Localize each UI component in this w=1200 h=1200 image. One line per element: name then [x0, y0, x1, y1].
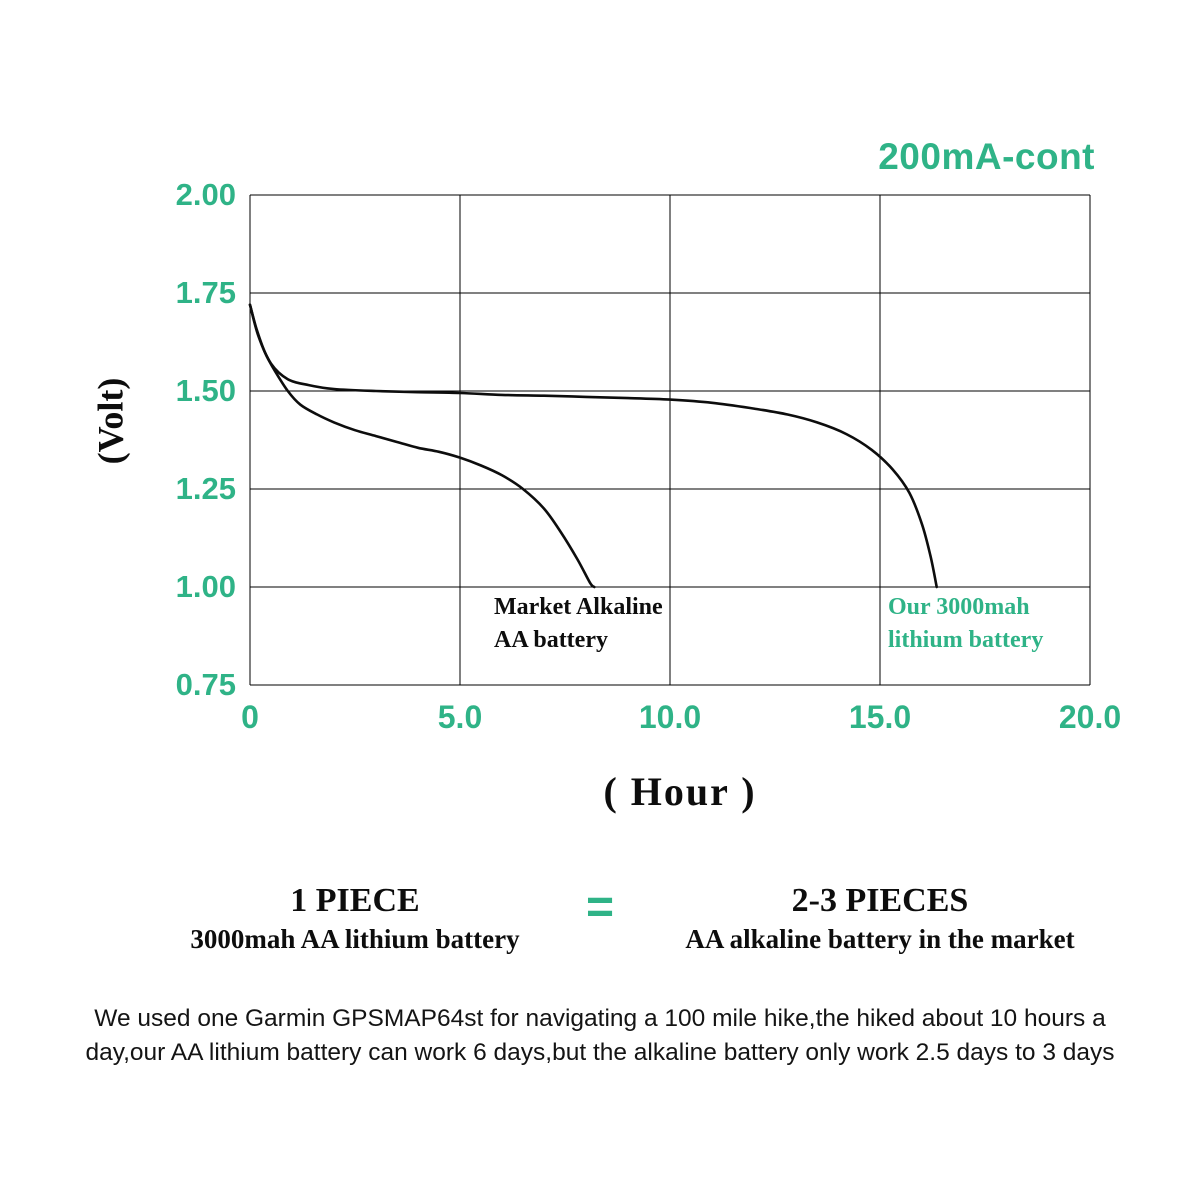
x-tick-label: 5.0 — [437, 699, 483, 735]
y-tick-label: 1.75 — [175, 275, 236, 310]
annotation-line: lithium battery — [888, 627, 1044, 653]
x-axis-label: ( Hour ) — [603, 769, 757, 814]
equation-right: 2-3 PIECES AA alkaline battery in the ma… — [655, 882, 1105, 955]
equation-right-subtitle: AA alkaline battery in the market — [685, 924, 1075, 954]
lithium-curve — [248, 303, 938, 589]
equation-left-subtitle: 3000mah AA lithium battery — [190, 924, 520, 954]
y-tick-label: 0.75 — [175, 667, 236, 702]
chart-plot — [248, 194, 1091, 686]
annotation-line: Our 3000mah — [888, 594, 1030, 620]
y-tick-label: 1.25 — [175, 471, 236, 506]
equals-sign: = — [585, 881, 615, 934]
annotation-line: AA battery — [494, 627, 608, 653]
equation-right-title: 2-3 PIECES — [791, 882, 969, 919]
y-tick-label: 1.00 — [175, 569, 236, 604]
chart-title: 200mA-cont — [878, 136, 1095, 177]
x-tick-label: 15.0 — [848, 699, 912, 735]
alkaline-series-label: Market Alkaline AA battery — [494, 591, 663, 657]
x-tick-label: 20.0 — [1058, 699, 1122, 735]
lithium-series-label: Our 3000mah lithium battery — [888, 591, 1043, 657]
y-tick-label: 1.50 — [175, 373, 236, 408]
alkaline-curve — [248, 303, 596, 589]
x-tick-label: 0 — [241, 699, 259, 735]
footnote: We used one Garmin GPSMAP64st for naviga… — [85, 1005, 1115, 1066]
equation-left: 1 PIECE 3000mah AA lithium battery — [145, 882, 565, 955]
annotation-line: Market Alkaline — [494, 594, 663, 620]
x-tick-label: 10.0 — [638, 699, 702, 735]
equation-left-title: 1 PIECE — [290, 882, 420, 919]
y-tick-label: 2.00 — [175, 177, 236, 212]
